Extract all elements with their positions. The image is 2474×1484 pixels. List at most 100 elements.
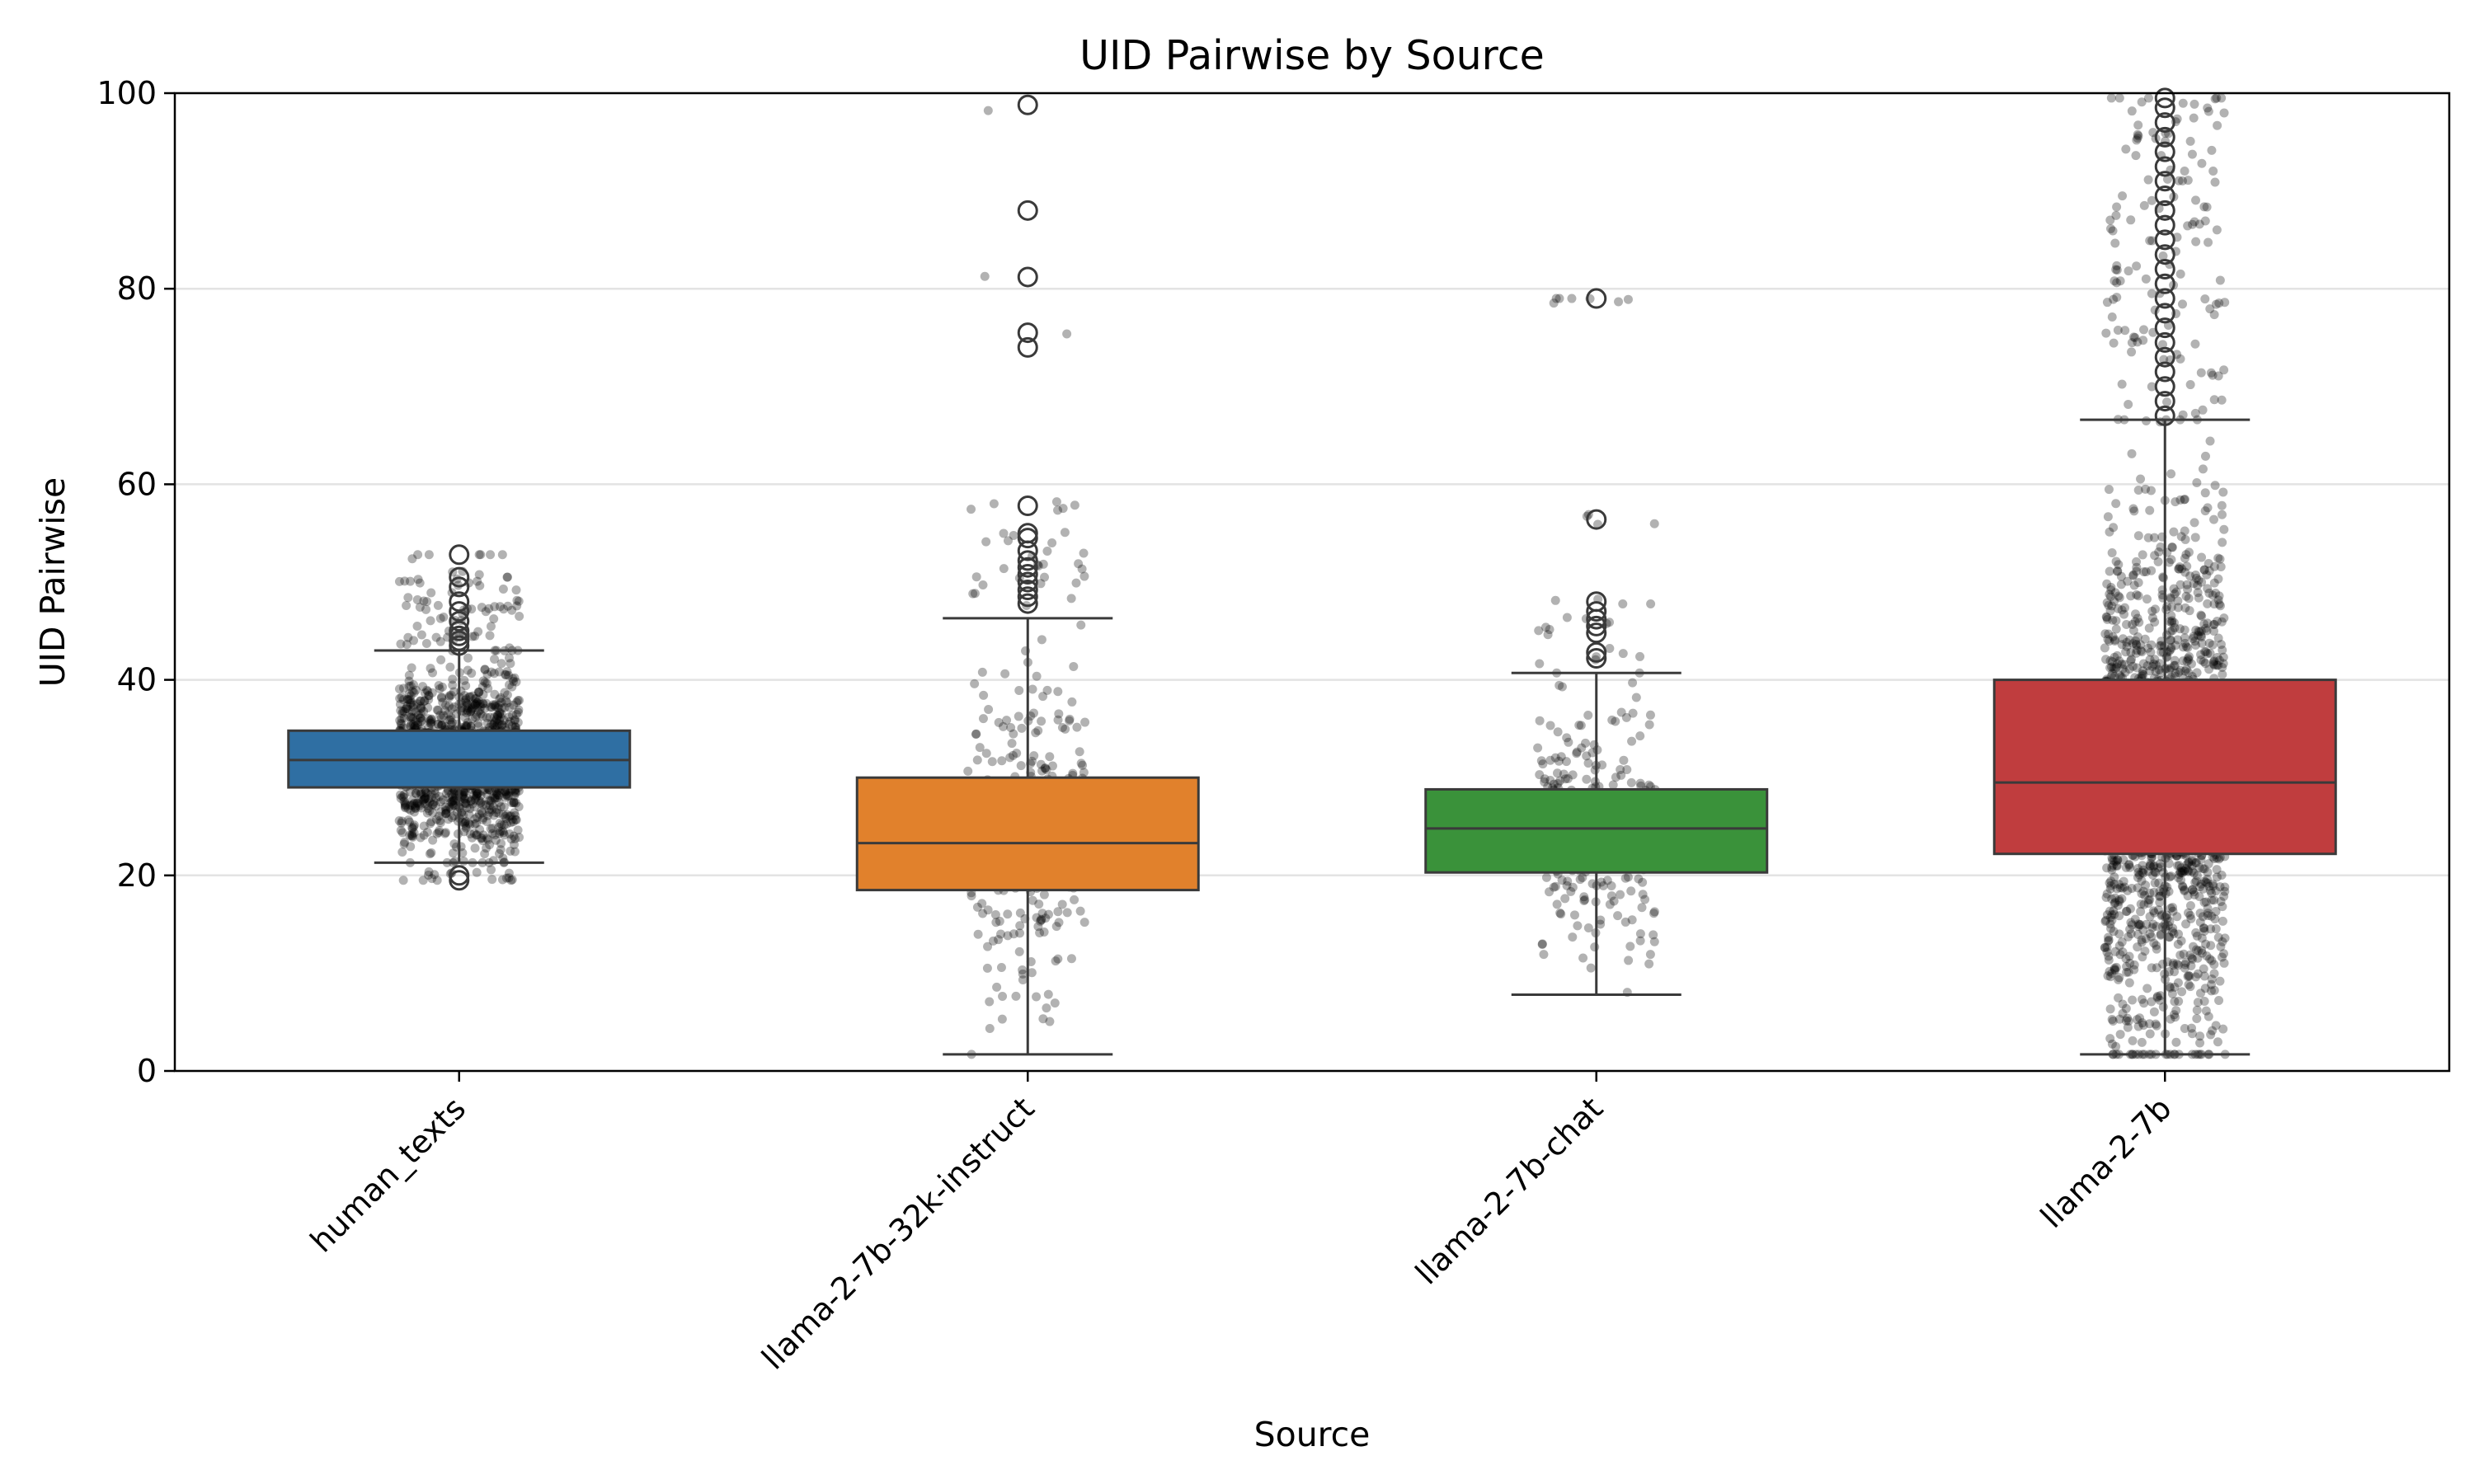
strip-point [404, 670, 414, 680]
strip-point [507, 815, 517, 824]
strip-point [1549, 298, 1559, 308]
strip-point [2214, 591, 2224, 601]
strip-point [504, 719, 514, 729]
strip-point [431, 815, 441, 824]
strip-point [411, 803, 421, 813]
strip-point [478, 830, 488, 840]
strip-point [1560, 894, 1570, 904]
strip-point [415, 578, 425, 588]
strip-point [501, 873, 511, 883]
strip-point [2204, 237, 2213, 247]
strip-point [2216, 561, 2226, 571]
strip-point [426, 817, 436, 827]
strip-point [459, 787, 468, 796]
strip-point [416, 696, 426, 706]
strip-point [2190, 339, 2200, 349]
strip-point [1552, 899, 1562, 909]
strip-point [510, 673, 520, 683]
strip-point [1607, 715, 1617, 725]
strip-point [405, 695, 415, 705]
strip-point [446, 797, 456, 807]
strip-point [2220, 882, 2230, 892]
strip-point [422, 808, 432, 818]
strip-point [1053, 907, 1063, 917]
strip-point [2109, 963, 2119, 973]
strip-point [484, 796, 494, 805]
strip-point [435, 636, 445, 646]
strip-point [409, 688, 419, 697]
strip-point [2170, 655, 2180, 665]
strip-point [2133, 531, 2143, 541]
strip-point [2180, 866, 2189, 876]
strip-point [431, 801, 441, 811]
strip-point [412, 594, 422, 604]
strip-point [468, 799, 477, 809]
strip-point [1545, 721, 1555, 730]
strip-point [460, 713, 470, 723]
strip-point [2178, 882, 2188, 892]
strip-point [439, 612, 449, 622]
strip-point [2167, 542, 2177, 552]
outlier-point [1017, 322, 1038, 344]
strip-point [1623, 872, 1633, 882]
strip-point [2184, 547, 2194, 557]
strip-point [2220, 886, 2230, 896]
strip-point [2124, 932, 2133, 942]
strip-point [2195, 1038, 2205, 1048]
strip-point [2166, 871, 2175, 881]
strip-point [489, 712, 499, 722]
strip-point [2155, 859, 2165, 869]
strip-point [1549, 779, 1559, 789]
strip-point [2164, 858, 2174, 868]
strip-point [1644, 780, 1654, 790]
strip-point [2208, 881, 2218, 891]
outlier-point [1017, 523, 1038, 544]
strip-point [2194, 863, 2204, 873]
strip-point [1051, 497, 1061, 507]
strip-point [423, 801, 433, 810]
strip-point [2189, 579, 2199, 589]
strip-point [2209, 660, 2219, 670]
strip-point [2113, 603, 2123, 613]
strip-point [2173, 960, 2183, 970]
strip-point [2180, 167, 2189, 176]
strip-point [2201, 897, 2211, 907]
strip-point [972, 755, 982, 765]
strip-point [2165, 932, 2175, 942]
strip-point [2128, 639, 2138, 649]
strip-point [1580, 895, 1590, 904]
strip-point [2145, 1029, 2155, 1039]
strip-point [2133, 919, 2143, 929]
strip-point [2128, 1036, 2138, 1045]
outlier-point [449, 620, 470, 641]
strip-point [2215, 976, 2225, 986]
strip-point [449, 787, 459, 796]
strip-point [2150, 618, 2160, 627]
strip-point [1071, 578, 1081, 588]
strip-point [477, 682, 487, 692]
strip-point [497, 721, 507, 730]
strip-point [416, 709, 426, 719]
strip-point [2141, 567, 2151, 577]
strip-point [2152, 944, 2161, 954]
strip-point [2128, 504, 2138, 514]
strip-point [399, 839, 409, 849]
strip-point [1027, 968, 1037, 978]
strip-point [2111, 662, 2121, 672]
strip-point [2124, 400, 2133, 410]
strip-point [1015, 921, 1025, 931]
strip-point [2175, 354, 2185, 364]
outlier-point [2154, 405, 2175, 426]
strip-point [497, 720, 507, 730]
strip-point [1076, 758, 1086, 768]
strip-point [2194, 627, 2204, 636]
strip-point [1045, 752, 1055, 762]
strip-point [506, 798, 516, 808]
strip-point [1618, 599, 1628, 609]
strip-point [1062, 908, 1072, 918]
strip-point [2189, 632, 2199, 641]
strip-point [1577, 743, 1587, 753]
strip-point [1590, 765, 1600, 775]
strip-point [2109, 338, 2119, 348]
